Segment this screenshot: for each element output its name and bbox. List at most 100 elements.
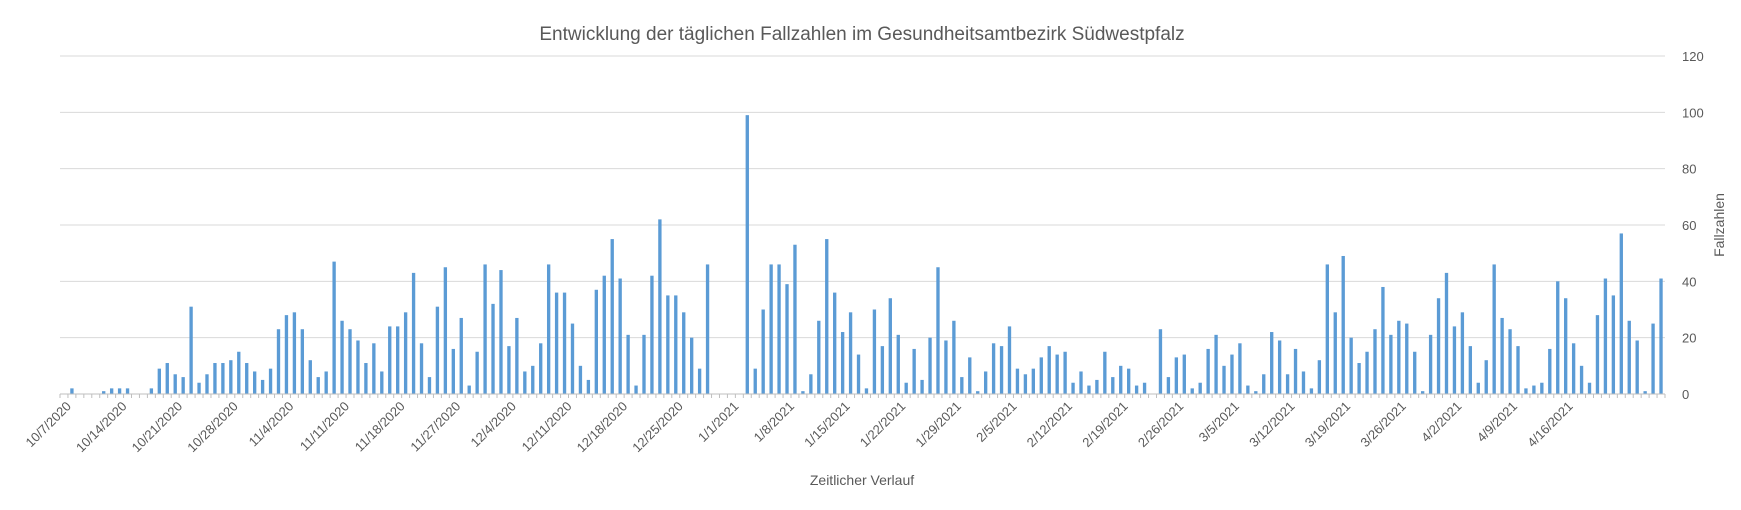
bar [618, 278, 622, 394]
bar [507, 346, 511, 394]
bar [499, 270, 503, 394]
bar [777, 264, 781, 394]
x-tick-label: 12/4/2020 [467, 399, 519, 451]
bar [1031, 368, 1035, 394]
x-axis-label: Zeitlicher Verlauf [810, 472, 914, 488]
bar [388, 326, 392, 394]
bar [332, 261, 336, 394]
bar [539, 343, 543, 394]
bar [523, 371, 527, 394]
x-tick-label: 11/18/2020 [352, 399, 408, 455]
bar [1333, 312, 1337, 394]
bar [642, 334, 646, 394]
bar [292, 312, 297, 394]
bar [1119, 365, 1123, 394]
bar [586, 379, 591, 394]
bar [1238, 343, 1242, 394]
x-tick-label: 10/21/2020 [129, 399, 186, 456]
bar [674, 295, 678, 394]
bar [761, 309, 765, 394]
x-tick-label: 2/19/2021 [1079, 399, 1131, 451]
bar [324, 371, 328, 394]
bar [1476, 382, 1480, 394]
bar [697, 368, 702, 394]
bar [1524, 388, 1528, 394]
bar [896, 334, 900, 394]
bar [1532, 385, 1536, 394]
bar [1142, 382, 1147, 394]
bar [1468, 346, 1473, 394]
bar [245, 363, 249, 394]
bar [928, 337, 932, 394]
bar [1198, 382, 1202, 394]
bar [1190, 388, 1194, 394]
bar [1651, 323, 1655, 394]
bar [848, 312, 853, 394]
bar [936, 267, 940, 394]
bar [1015, 368, 1020, 394]
bar [308, 360, 312, 394]
bar [372, 343, 376, 394]
bar [817, 320, 821, 394]
bar [125, 388, 130, 394]
bar [968, 357, 972, 394]
bar [1166, 377, 1171, 394]
bar [570, 323, 575, 394]
bar [1023, 374, 1028, 394]
bar [1389, 334, 1393, 394]
x-tick-label: 10/7/2020 [23, 399, 75, 451]
x-tick-label: 11/4/2020 [246, 399, 297, 450]
bar [1270, 332, 1274, 394]
x-tick-label: 1/8/2021 [751, 399, 797, 445]
bar [1262, 374, 1266, 394]
bar [491, 303, 495, 394]
bar [419, 343, 424, 394]
bar [1508, 329, 1512, 394]
bar [1007, 326, 1012, 394]
bar [856, 354, 861, 394]
bar [1571, 343, 1576, 394]
bar [793, 244, 797, 394]
bar [1373, 329, 1377, 394]
y-tick-label: 40 [1682, 274, 1696, 289]
bar [213, 363, 217, 394]
bar [1381, 286, 1385, 394]
bar [70, 388, 74, 394]
bar [1420, 391, 1425, 394]
bar [864, 388, 869, 394]
bar [340, 320, 344, 394]
bar [403, 312, 408, 394]
bar [1047, 346, 1051, 394]
x-tick-label: 10/14/2020 [73, 399, 130, 456]
bar [253, 371, 257, 394]
bar [531, 365, 535, 394]
bar [1182, 354, 1186, 394]
bar [165, 363, 169, 394]
bar [769, 264, 773, 394]
bar [1127, 368, 1131, 394]
bar [443, 267, 448, 394]
bar [109, 388, 114, 394]
bar [117, 388, 122, 394]
bar [634, 385, 638, 394]
bars [70, 115, 1663, 395]
x-tick-label: 2/5/2021 [973, 399, 1019, 445]
bar [1174, 357, 1179, 394]
bar [983, 371, 988, 394]
bar [1428, 334, 1433, 394]
x-tick-label: 4/2/2021 [1418, 399, 1464, 445]
bar [229, 360, 233, 394]
bar [1230, 354, 1234, 394]
bar [1365, 351, 1369, 394]
bar [944, 340, 948, 394]
bar [467, 385, 471, 394]
bar [1301, 371, 1306, 394]
bar [1277, 340, 1282, 394]
bar [411, 272, 416, 394]
y-tick-label: 60 [1682, 218, 1696, 233]
bar [1516, 346, 1520, 394]
bar [650, 275, 654, 394]
bar [1325, 264, 1329, 394]
bar [1413, 351, 1417, 394]
bar [546, 264, 551, 394]
